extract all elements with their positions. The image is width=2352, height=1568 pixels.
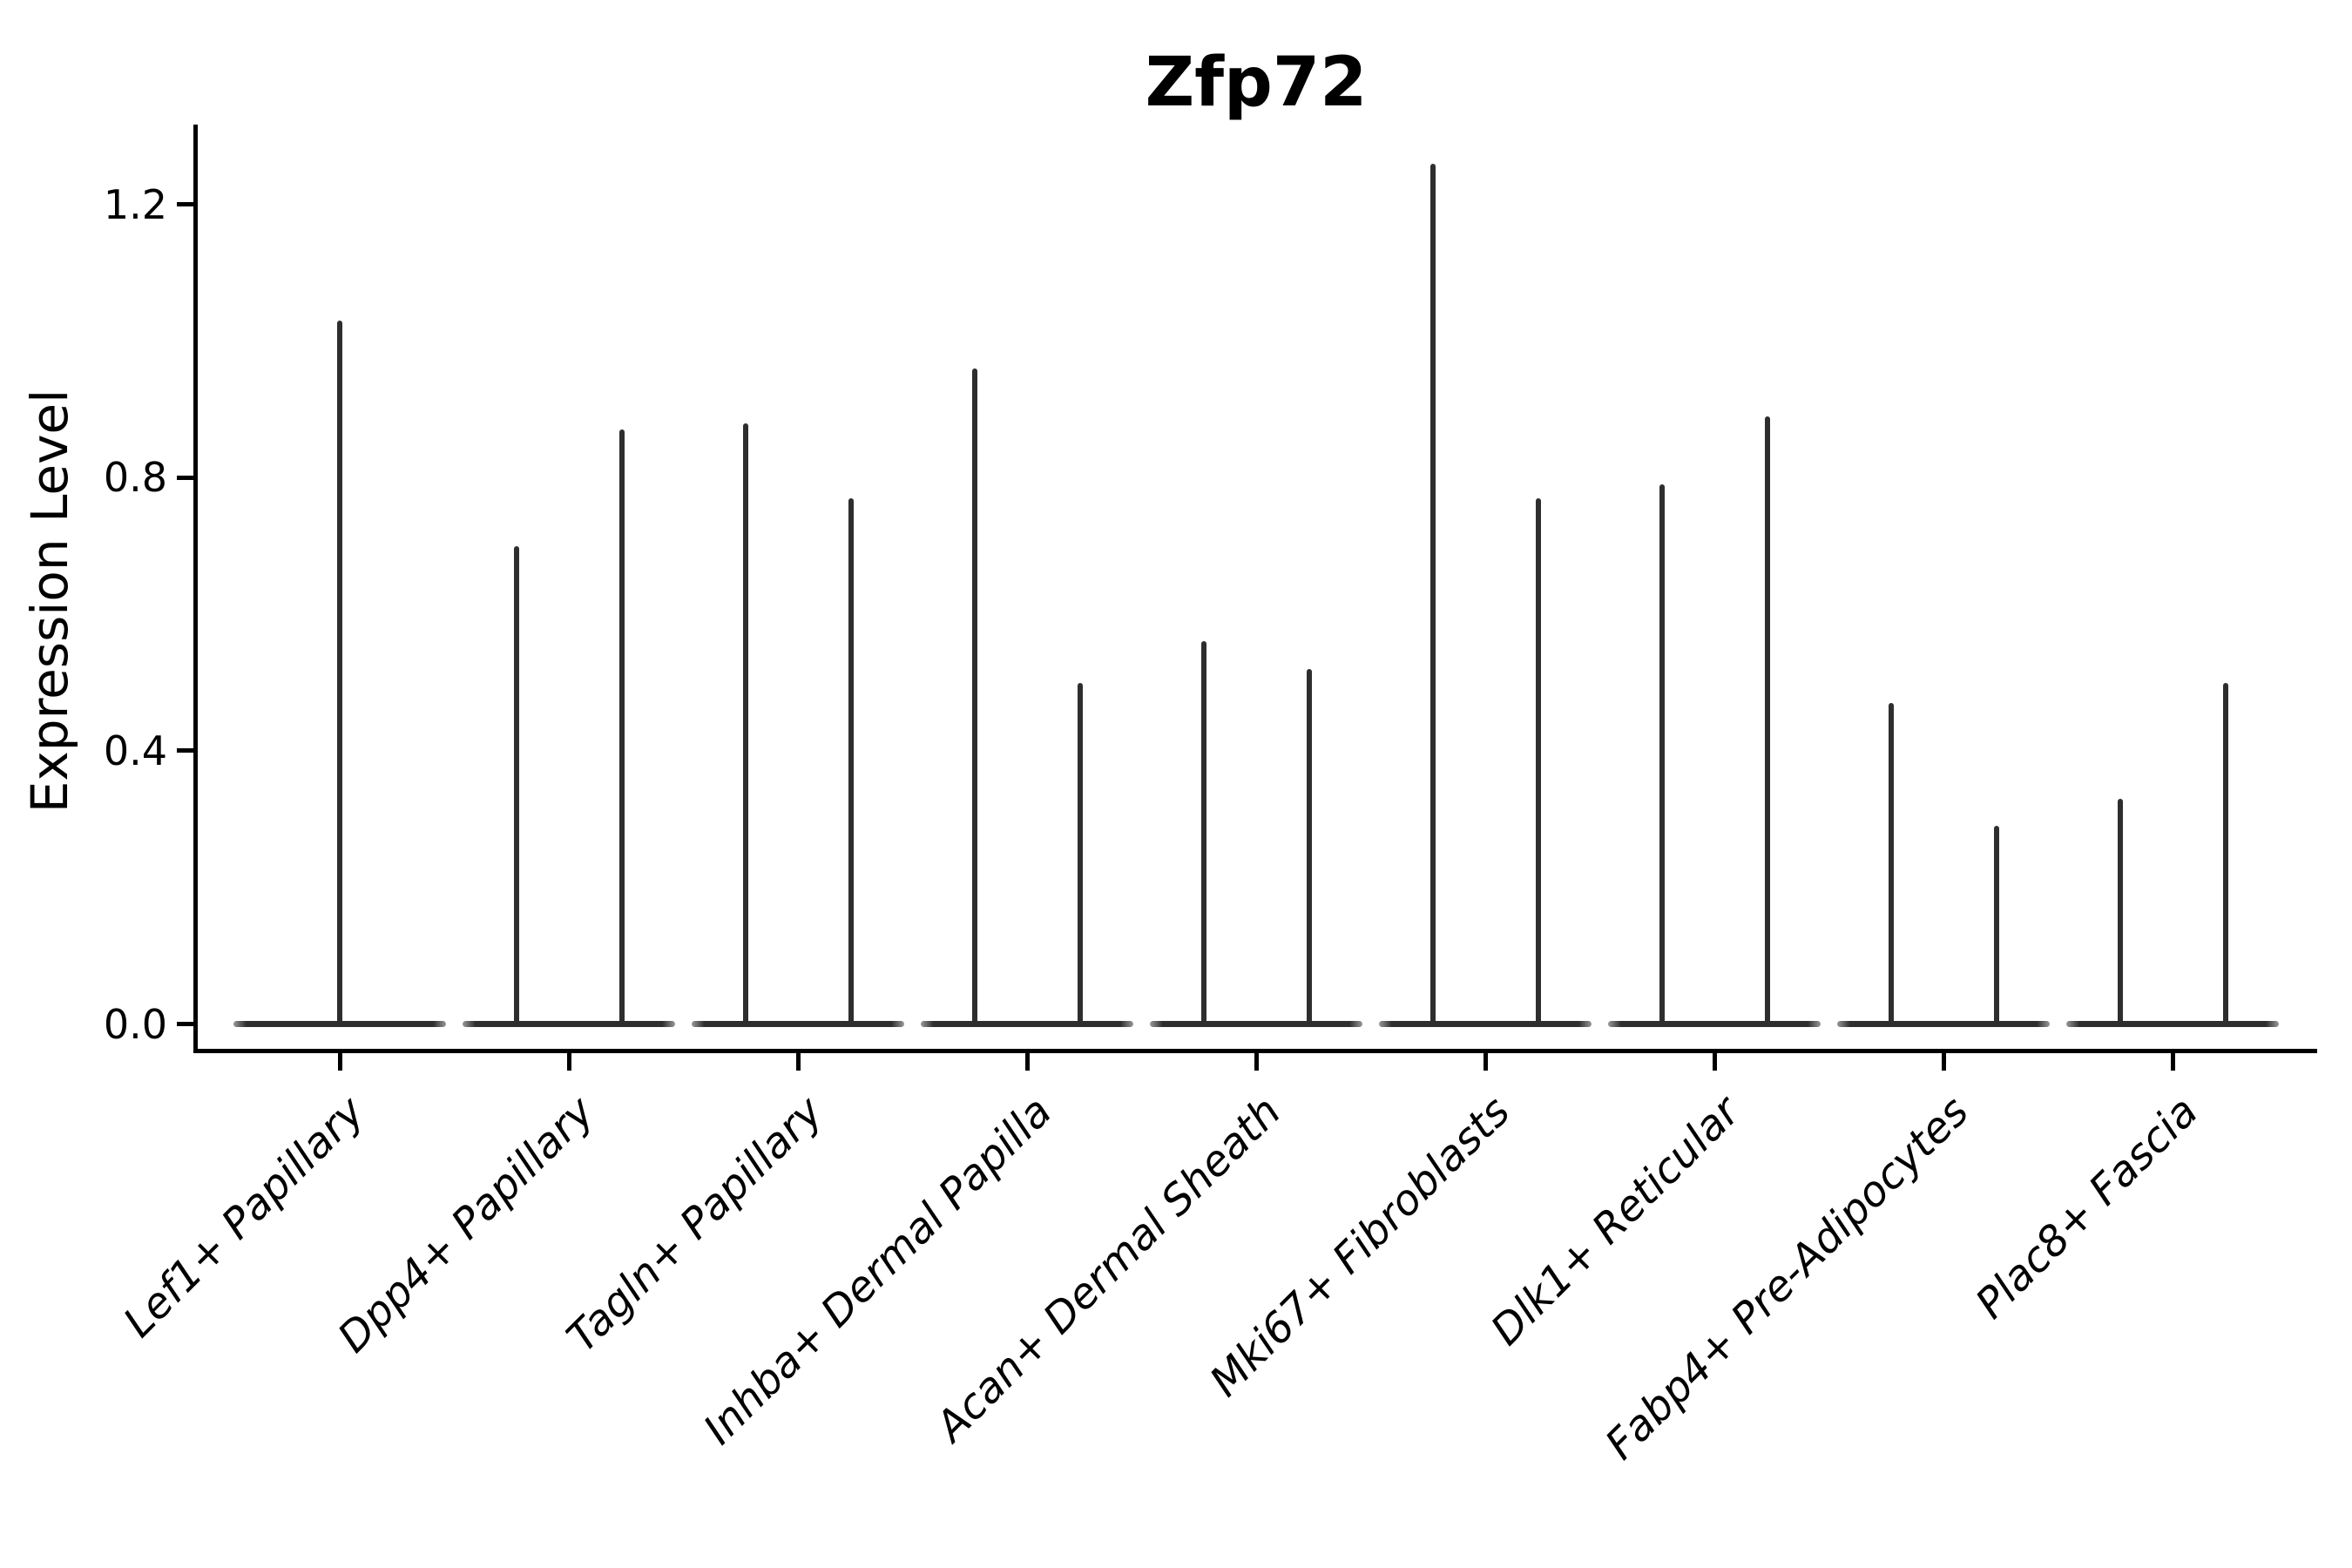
violin-baseline: [463, 1021, 675, 1027]
violin-spike: [513, 545, 519, 1024]
x-tick-label: Tagln+ Papillary: [558, 1087, 833, 1362]
x-tick-mark: [1712, 1053, 1717, 1071]
x-tick-label: Plac8+ Fascia: [1965, 1087, 2207, 1328]
x-axis-spine: [193, 1049, 2317, 1053]
violin-baseline: [692, 1021, 904, 1027]
y-tick-mark: [177, 202, 196, 207]
violin-spike: [1306, 668, 1312, 1024]
violin-baseline: [921, 1021, 1133, 1027]
x-tick-label: Dpp4+ Papillary: [328, 1087, 604, 1362]
y-tick-label: 0.4: [103, 727, 167, 774]
violin-spike: [1888, 703, 1894, 1024]
y-tick-mark: [177, 748, 196, 754]
y-tick-mark: [177, 475, 196, 480]
violin-baseline: [1379, 1021, 1592, 1027]
x-tick-label: Lef1+ Papillary: [114, 1087, 375, 1348]
violin-baseline: [1837, 1021, 2050, 1027]
x-tick-label: Dlk1+ Reticular: [1481, 1087, 1749, 1355]
violin-spike: [2117, 798, 2123, 1024]
x-tick-mark: [337, 1053, 342, 1071]
violin-baseline: [1150, 1021, 1362, 1027]
chart-title: Zfp72: [1145, 44, 1368, 122]
x-tick-mark: [1254, 1053, 1259, 1071]
y-axis-spine: [193, 125, 198, 1053]
violin-spike: [1429, 163, 1436, 1024]
violin-spike: [2222, 682, 2228, 1024]
violin-spike: [1659, 484, 1665, 1024]
y-tick-label: 1.2: [103, 180, 167, 228]
x-tick-mark: [2170, 1053, 2175, 1071]
x-tick-mark: [795, 1053, 801, 1071]
y-tick-mark: [177, 1022, 196, 1026]
y-tick-label: 0.0: [103, 1000, 167, 1048]
violin-spike: [1993, 826, 1999, 1024]
violin-spike: [337, 320, 342, 1024]
x-tick-mark: [1024, 1053, 1030, 1071]
x-tick-mark: [1941, 1053, 1946, 1071]
x-tick-mark: [566, 1053, 571, 1071]
violin-spike: [618, 429, 625, 1024]
violin-spike: [971, 368, 977, 1024]
violin-baseline: [1608, 1021, 1821, 1027]
violin-spike: [742, 422, 748, 1024]
y-axis-label: Expression Level: [20, 389, 79, 814]
x-tick-mark: [1483, 1053, 1488, 1071]
x-tick-label: Fabp4+ Pre-Adipocytes: [1596, 1087, 1978, 1470]
violin-baseline: [2066, 1021, 2279, 1027]
violin-spike: [1077, 682, 1083, 1024]
y-tick-label: 0.8: [103, 454, 167, 502]
violin-spike: [848, 497, 854, 1024]
violin-spike: [1200, 641, 1206, 1024]
violin-spike: [1535, 497, 1541, 1024]
violin-spike: [1764, 416, 1770, 1024]
